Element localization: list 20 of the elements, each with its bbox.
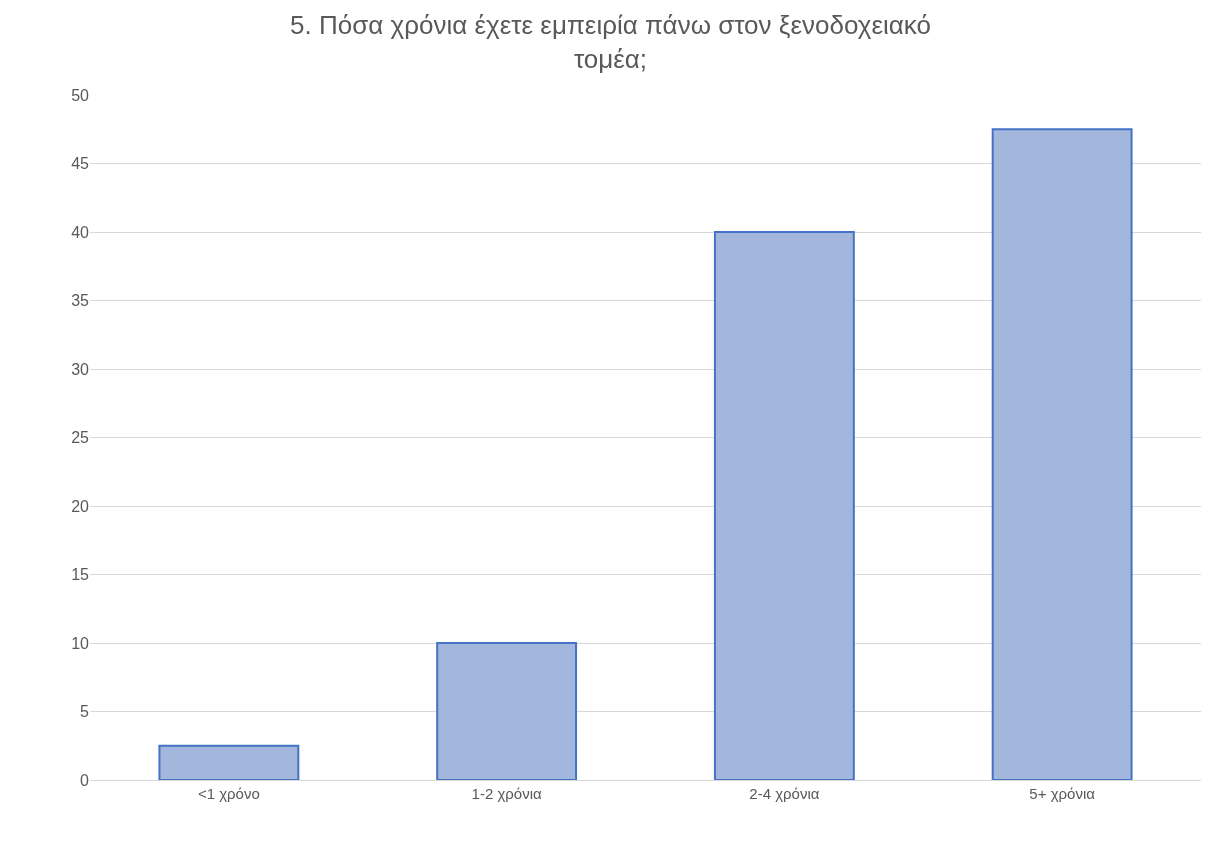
y-tick-label: 50 <box>71 86 90 104</box>
bar <box>713 231 855 780</box>
bar <box>991 128 1133 780</box>
y-tick-label: 20 <box>71 497 90 515</box>
x-tick-label: 1-2 χρόνια <box>471 785 542 802</box>
y-tick-label: 0 <box>80 771 90 789</box>
bar <box>436 642 578 780</box>
bar <box>158 744 300 780</box>
y-tick-label: 30 <box>71 360 90 378</box>
y-tick-label: 25 <box>71 429 90 447</box>
x-tick-label: 5+ χρόνια <box>1029 785 1096 802</box>
y-tick-label: 5 <box>80 703 90 721</box>
y-tick-label: 10 <box>71 634 90 652</box>
y-tick-label: 15 <box>71 566 90 584</box>
chart-title: 5. Πόσα χρόνια έχετε εμπειρία πάνω στον ξενοδοχειακό τομέα; <box>290 10 931 74</box>
x-tick-label: <1 χρόνο <box>197 785 260 802</box>
y-tick-label: 45 <box>71 155 90 173</box>
y-tick-label: 40 <box>71 223 90 241</box>
x-tick-label: 2-4 χρόνια <box>749 785 820 802</box>
y-tick-label: 35 <box>71 292 90 310</box>
